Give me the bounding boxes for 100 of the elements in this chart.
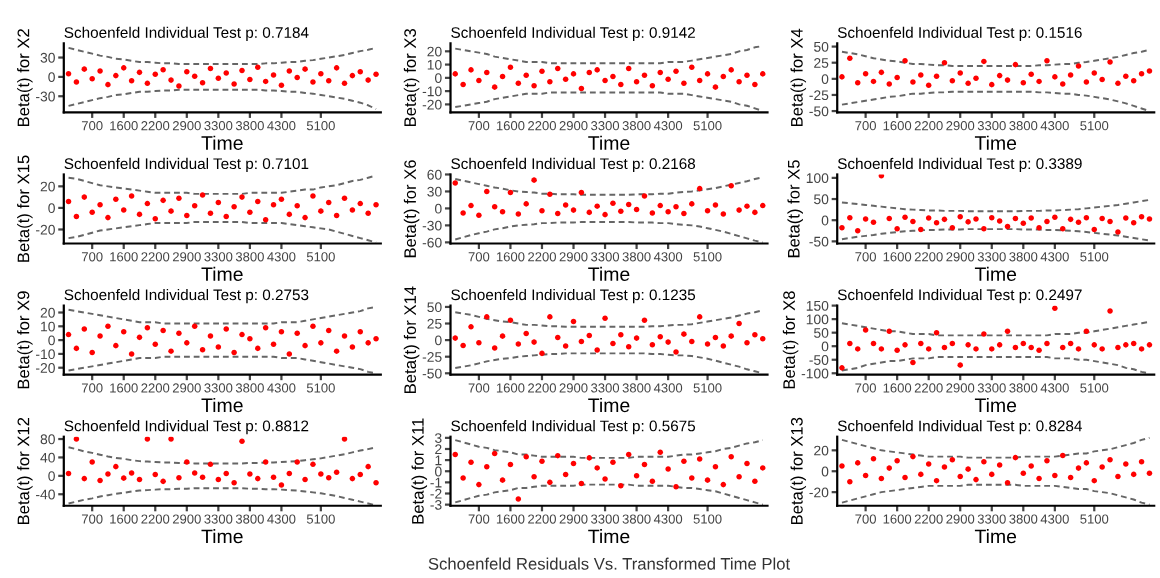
point [254,345,261,352]
point [120,65,127,71]
point [89,76,95,82]
point [689,64,695,71]
point [965,466,971,472]
point [957,473,964,480]
point [1075,219,1082,226]
point [184,340,190,346]
point [191,73,198,80]
point [223,70,230,76]
point [570,71,577,77]
point [120,329,127,335]
point [491,450,498,457]
point [657,334,664,340]
point [1004,479,1011,486]
point [341,80,348,87]
point [1059,225,1066,232]
point [341,333,348,339]
point [231,81,237,87]
point [452,335,459,341]
point [1052,214,1058,221]
point [302,214,308,221]
point [547,79,553,85]
point [1130,77,1137,84]
point [1130,340,1137,347]
point [113,72,119,79]
point [1115,80,1121,87]
point [578,338,585,345]
point [184,212,190,219]
point [752,209,758,216]
point [981,459,987,465]
point [1028,215,1034,221]
point [239,67,245,74]
point [1044,57,1050,64]
point [610,459,616,466]
point [586,209,593,216]
x-axis-title: Time [588,266,630,282]
point [1052,74,1058,80]
point [1004,223,1011,230]
point [949,340,956,347]
point [357,200,364,207]
point [484,314,490,320]
point [878,346,885,352]
point [759,465,766,471]
point [294,202,300,209]
point [152,341,159,348]
point [1099,76,1105,83]
point [941,216,948,223]
point [1020,470,1027,477]
point [886,81,893,87]
point [531,177,537,183]
point [1083,328,1090,335]
point [681,80,687,86]
point [618,482,624,489]
point [988,81,995,88]
point [523,72,529,78]
point [641,193,648,199]
point [499,477,506,483]
point [1123,461,1129,467]
point [649,478,656,485]
point [1083,460,1090,466]
x-axis-title: Time [201,397,243,413]
point [728,67,734,73]
point [262,459,269,465]
point [1036,225,1042,231]
point [862,216,869,222]
point [491,345,498,351]
point [365,340,371,346]
point [318,70,324,77]
point [554,65,561,72]
point [105,323,111,330]
point [199,192,206,198]
point [294,330,300,336]
point [894,347,900,354]
point [341,195,348,201]
point [539,207,545,214]
point [1067,72,1074,78]
point [965,219,971,225]
x-axis-title: Time [974,529,1017,544]
point [507,461,514,468]
point [231,479,237,486]
point [184,459,190,465]
point [547,314,553,320]
point [247,76,253,83]
point [752,332,758,338]
y-axis-title: Beta(t) for X8 [782,291,799,389]
point [854,228,861,234]
point [207,461,214,468]
point [468,459,474,466]
point [957,70,964,76]
point [1115,229,1121,235]
point [460,475,466,481]
point [847,478,853,485]
point [562,76,569,82]
point [712,84,719,90]
point [460,81,466,88]
point [325,327,332,334]
point [594,347,600,353]
point [120,475,127,481]
point [657,202,664,209]
